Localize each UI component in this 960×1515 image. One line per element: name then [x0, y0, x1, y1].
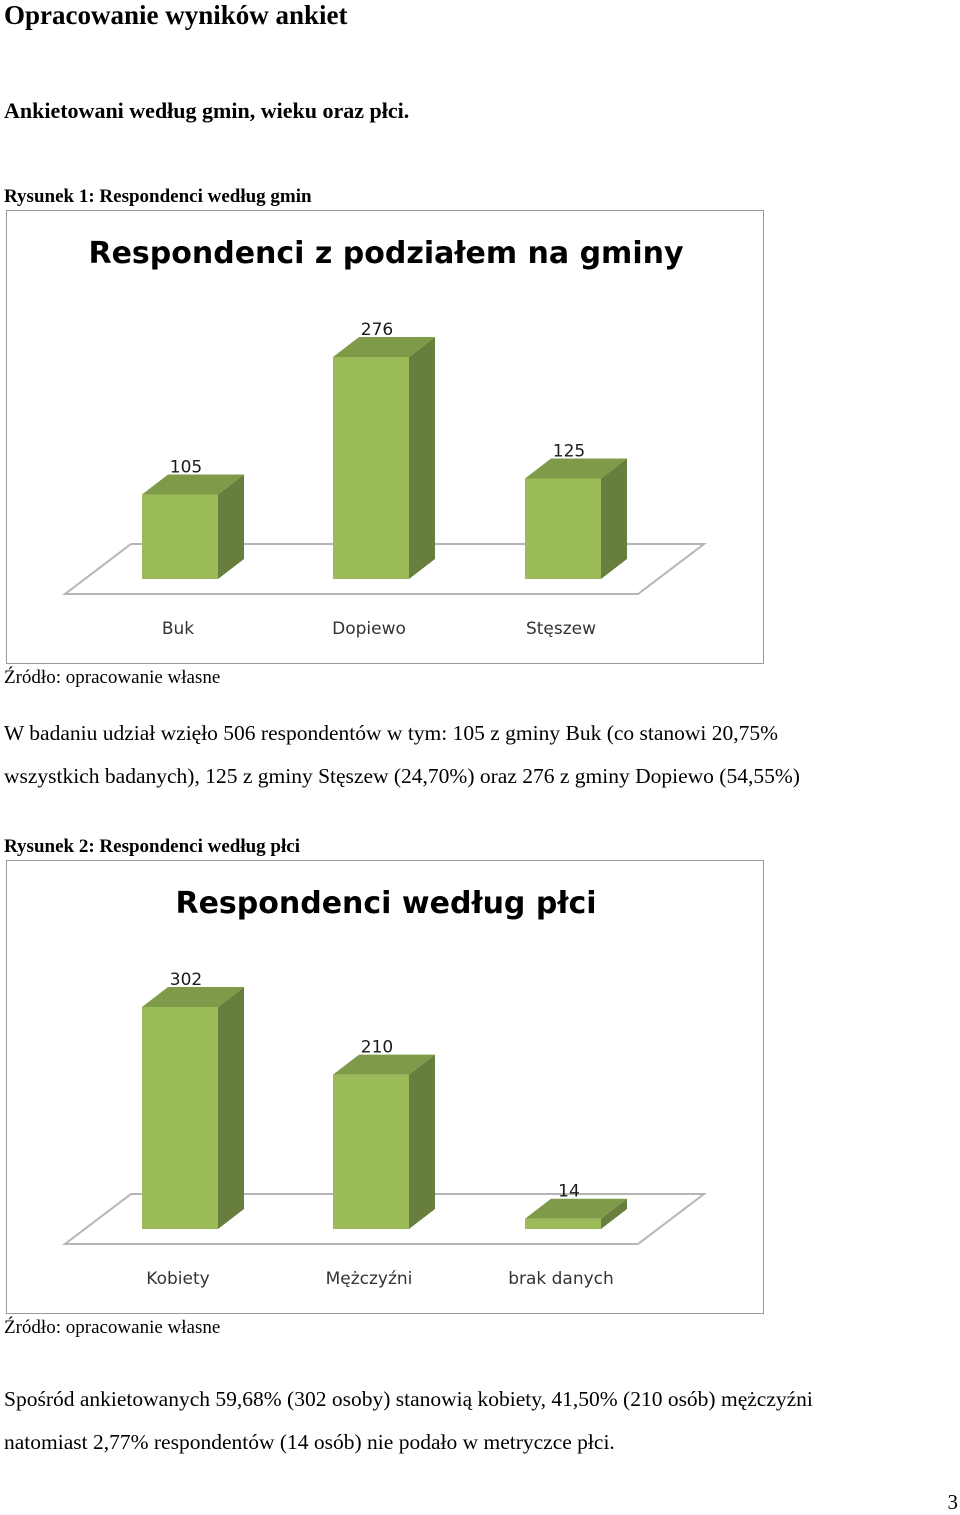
bar-top-dopiewo [333, 337, 435, 357]
bar-top-buk [142, 474, 244, 495]
bar-side-kobiety [218, 987, 244, 1229]
value-label-dopiewo: 276 [361, 320, 393, 340]
value-label-mezczyzni: 210 [361, 1038, 393, 1058]
category-label-buk: Buk [162, 619, 194, 639]
chart-title: Respondenci według płci [175, 886, 596, 921]
bar-brak-danych [525, 1218, 601, 1229]
category-label-kobiety: Kobiety [146, 1269, 209, 1289]
figure2-caption: Rysunek 2: Respondenci według płci [4, 836, 300, 857]
bar-top-steszew [525, 458, 627, 479]
paragraph1-line1: W badaniu udział wzięło 506 respondentów… [4, 721, 779, 745]
bar-top-kobiety [142, 987, 244, 1007]
page-number: 3 [947, 1490, 959, 1514]
value-label-steszew: 125 [553, 441, 585, 461]
page-heading: Opracowanie wyników ankiet [4, 0, 348, 30]
paragraph1-line2: wszystkich badanych), 125 z gminy Stęsze… [4, 764, 800, 788]
bar-buk [142, 494, 218, 579]
bar-side-dopiewo [409, 337, 435, 579]
bar-dopiewo [333, 357, 409, 579]
section-subheading: Ankietowani według gmin, wieku oraz płci… [4, 98, 410, 123]
bar-kobiety [142, 1007, 218, 1229]
bar-steszew [525, 478, 601, 579]
bar-top-brak-danych [525, 1198, 627, 1219]
paragraph2-line1: Spośród ankietowanych 59,68% (302 osoby)… [4, 1387, 813, 1411]
paragraph2-line2: natomiast 2,77% respondentów (14 osób) n… [4, 1430, 615, 1454]
category-label-steszew: Stęszew [526, 619, 596, 639]
chart-gminy-svg: Respondenci z podziałem na gminy 105 Buk 27… [62, 236, 707, 639]
value-label-brak-danych: 14 [558, 1182, 580, 1202]
figure1-source: Źródło: opracowanie własne [4, 667, 221, 688]
bar-side-steszew [601, 458, 627, 579]
chart-plec-svg: Respondenci według płci 302 Kobiety 210 Mężc… [62, 886, 707, 1289]
chart-title: Respondenci z podziałem na gminy [88, 236, 683, 271]
category-label-dopiewo: Dopiewo [332, 619, 406, 639]
figure1-caption: Rysunek 1: Respondenci według gmin [4, 186, 312, 207]
bar-side-mezczyzni [409, 1054, 435, 1229]
value-label-buk: 105 [170, 458, 202, 478]
category-label-mezczyzni: Mężczyźni [326, 1269, 413, 1289]
bar-mezczyzni [333, 1074, 409, 1229]
bar-side-brak-danych [601, 1198, 627, 1229]
category-label-brak-danych: brak danych [508, 1269, 614, 1289]
chart-plec: Respondenci według płci 302 Kobiety 210 Mężc… [6, 860, 764, 1314]
bar-side-buk [218, 474, 244, 579]
chart-gminy: Respondenci z podziałem na gminy 105 Buk 27… [6, 210, 764, 664]
value-label-kobiety: 302 [170, 970, 202, 990]
bar-top-mezczyzni [333, 1054, 435, 1075]
figure2-source: Źródło: opracowanie własne [4, 1317, 221, 1338]
